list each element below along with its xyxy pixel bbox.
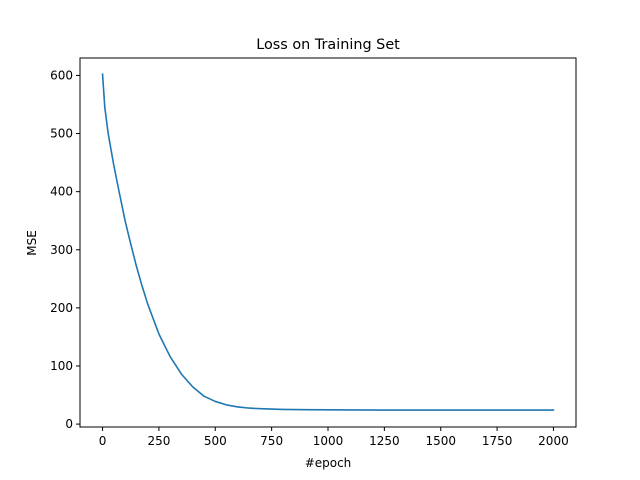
y-tick-label: 200 xyxy=(50,301,73,315)
x-tick-label: 750 xyxy=(260,434,283,448)
y-tick-label: 600 xyxy=(50,68,73,82)
y-axis-ticks: 0 100 200 300 400 500 600 xyxy=(50,68,80,431)
y-tick-label: 300 xyxy=(50,243,73,257)
y-axis-label: MSE xyxy=(25,230,39,256)
x-tick-label: 1750 xyxy=(482,434,513,448)
x-tick-label: 0 xyxy=(99,434,107,448)
x-axis-label: #epoch xyxy=(305,456,352,470)
x-tick-label: 1500 xyxy=(425,434,456,448)
x-tick-label: 250 xyxy=(147,434,170,448)
x-tick-label: 2000 xyxy=(538,434,569,448)
series-line-0 xyxy=(101,73,555,411)
chart-title: Loss on Training Set xyxy=(256,37,400,53)
x-tick-label: 1250 xyxy=(369,434,400,448)
x-axis-ticks: 0 250 500 750 1000 1250 1500 1750 2000 xyxy=(99,427,569,448)
y-tick-label: 500 xyxy=(50,127,73,141)
x-tick-label: 1000 xyxy=(313,434,344,448)
x-tick-label: 500 xyxy=(204,434,227,448)
y-tick-label: 100 xyxy=(50,359,73,373)
plot-area xyxy=(101,73,555,411)
y-tick-label: 400 xyxy=(50,185,73,199)
y-tick-label: 0 xyxy=(65,417,73,431)
